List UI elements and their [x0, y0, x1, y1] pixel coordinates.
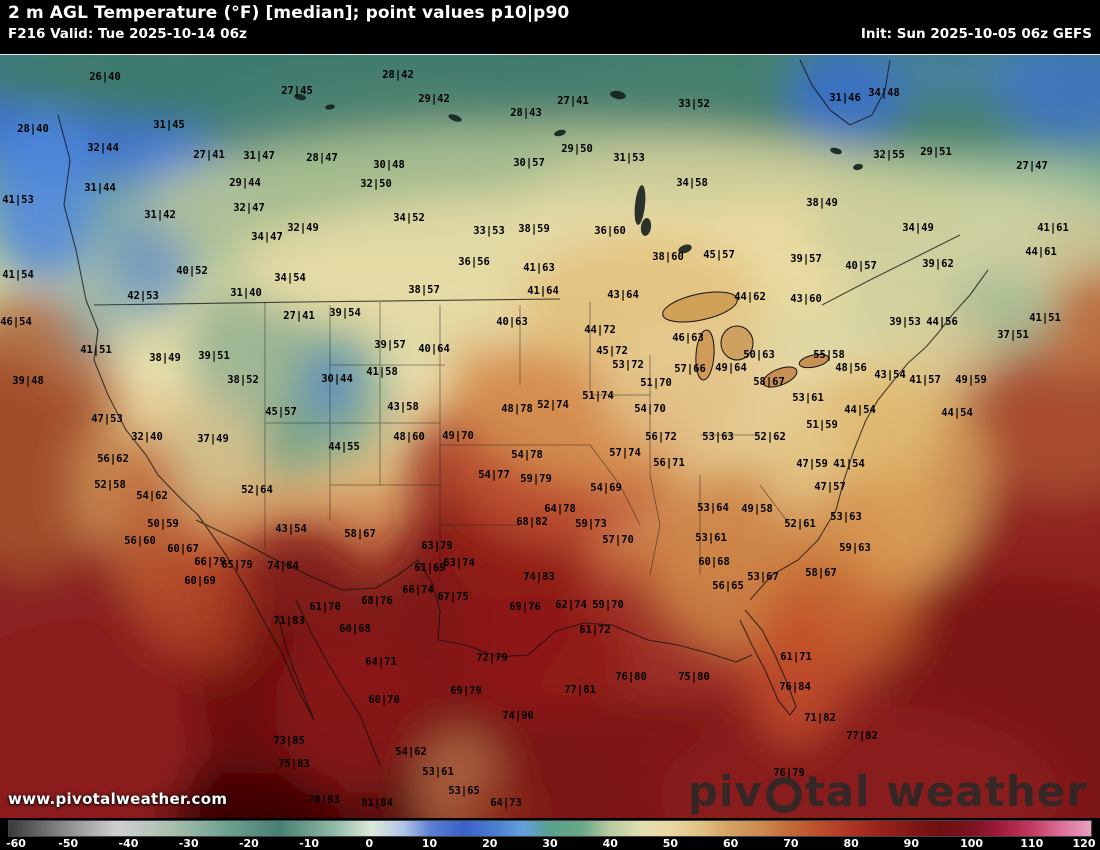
map-title: 2 m AGL Temperature (°F) [median]; point… — [8, 3, 570, 23]
colorbar-tick-label: 70 — [783, 837, 799, 850]
brand-logo: piv tal weather — [688, 767, 1088, 816]
colorbar-ticks: -60 -50 -40 -30 -20 -10 0 10 20 30 40 50 60 70 80 90 100… — [0, 818, 1100, 850]
temperature-field-svg — [0, 55, 1100, 818]
brand-text-left: piv — [687, 767, 763, 816]
brand-o-icon — [765, 776, 802, 813]
colorbar-tick-label: 80 — [843, 837, 859, 850]
colorbar-tick-label: 0 — [365, 837, 374, 850]
colorbar: -60 -50 -40 -30 -20 -10 0 10 20 30 40 50 60 70 80 90 100… — [0, 818, 1100, 850]
colorbar-gradient — [8, 820, 1092, 837]
watermark-url: www.pivotalweather.com — [8, 790, 228, 808]
colorbar-tick-label: 60 — [723, 837, 739, 850]
colorbar-tick-label: -30 — [178, 837, 199, 850]
colorbar-tick-label: -10 — [299, 837, 320, 850]
colorbar-tick-label: 90 — [903, 837, 919, 850]
colorbar-tick-label: 30 — [542, 837, 558, 850]
colorbar-tick-label: 110 — [1020, 837, 1044, 850]
state-borders — [264, 302, 791, 576]
brand-text-right: tal weather — [804, 767, 1088, 816]
valid-time-label: F216 Valid: Tue 2025-10-14 06z — [8, 26, 247, 42]
colorbar-tick-label: 50 — [662, 837, 679, 850]
map-canvas[interactable]: 26|40 27|45 28|42 29|42 28|43 27|41 33|52 31|46… — [0, 55, 1100, 818]
colorbar-tick-label: -50 — [58, 837, 79, 850]
map-header: 2 m AGL Temperature (°F) [median]; point… — [0, 0, 1100, 55]
great-lakes — [662, 291, 830, 388]
colorbar-tick-label: 120 — [1072, 837, 1096, 850]
colorbar-tick-label: 20 — [482, 837, 498, 850]
colorbar-tick-label: -40 — [118, 837, 139, 850]
colorbar-tick-label: 10 — [421, 837, 438, 850]
colorbar-tick-label: 40 — [602, 837, 618, 850]
colorbar-tick-label: -60 — [6, 837, 26, 850]
coastlines — [57, 59, 989, 766]
colorbar-tick-label: 100 — [960, 837, 984, 850]
init-time-label: Init: Sun 2025-10-05 06z GEFS — [860, 26, 1092, 42]
temperature-field — [0, 55, 1100, 818]
lake-markers — [294, 90, 863, 254]
colorbar-tick-label: -20 — [238, 837, 259, 850]
